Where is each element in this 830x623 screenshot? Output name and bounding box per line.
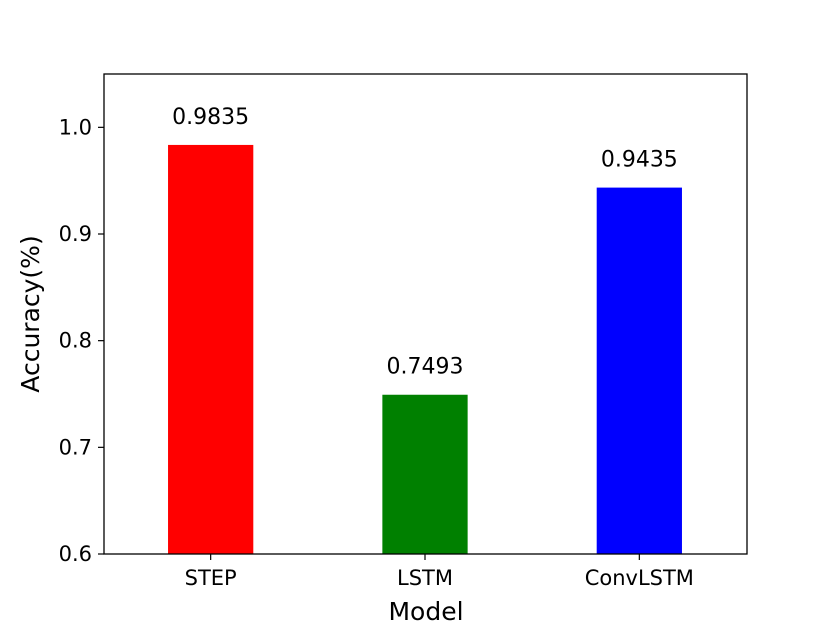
y-tick-label: 0.7 xyxy=(59,435,92,459)
y-axis-title: Accuracy(%) xyxy=(16,235,45,392)
bars-group: 0.9835 0.7493 0.9435 xyxy=(168,105,682,554)
plot-frame xyxy=(103,73,748,555)
y-tick-label: 0.8 xyxy=(59,329,92,353)
x-axis-title: Model xyxy=(388,597,463,623)
data-label-step: 0.9835 xyxy=(172,105,249,130)
x-tick-label-convlstm: ConvLSTM xyxy=(585,566,694,590)
y-tick-label: 1.0 xyxy=(59,115,92,139)
data-label-lstm: 0.7493 xyxy=(387,355,464,380)
bar-convlstm xyxy=(596,187,682,554)
y-tick-label: 0.9 xyxy=(59,222,92,246)
x-tick-label-lstm: LSTM xyxy=(397,566,453,590)
bar-lstm xyxy=(382,394,468,554)
x-tick-label-step: STEP xyxy=(185,566,237,590)
bar-step xyxy=(168,144,254,554)
y-tick-label: 0.6 xyxy=(59,542,92,566)
data-label-convlstm: 0.9435 xyxy=(601,148,678,173)
ticks-group: STEP LSTM ConvLSTM 0.6 0.7 0.8 0.9 1.0 xyxy=(59,115,694,590)
